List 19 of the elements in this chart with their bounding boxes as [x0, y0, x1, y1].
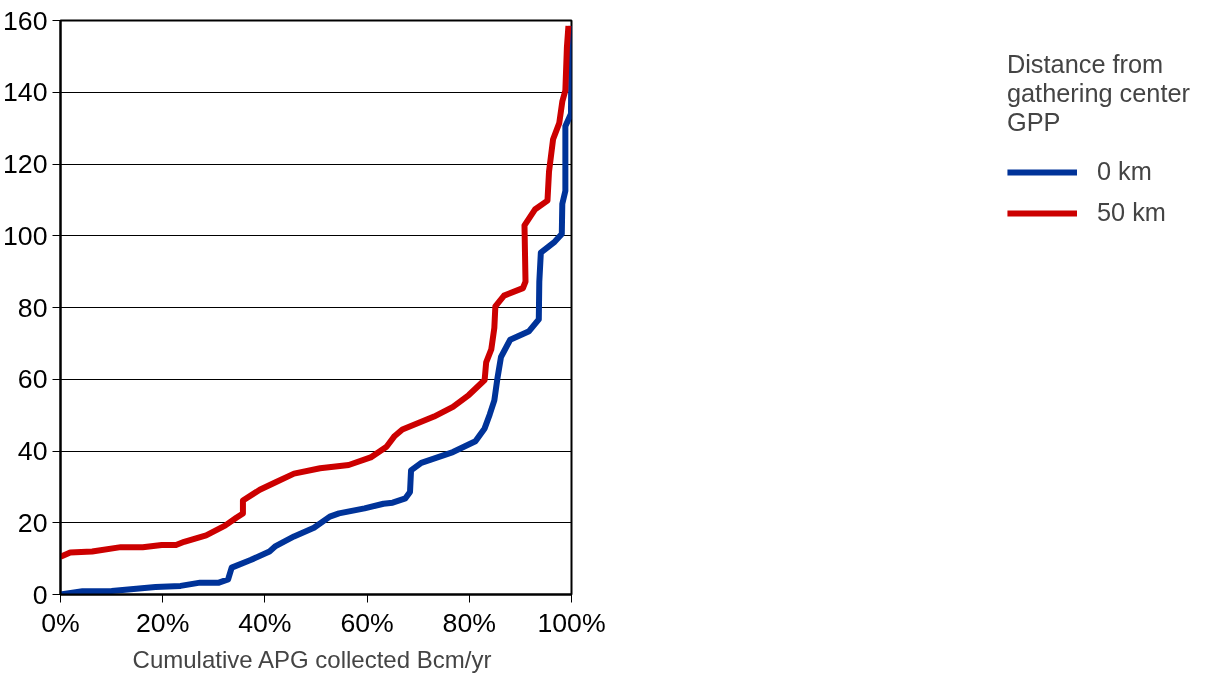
legend-label: 0 km — [1096, 157, 1152, 186]
x-tick-label: 0% — [41, 607, 80, 638]
y-tick-label: 140 — [3, 77, 48, 108]
x-tick-label: 100% — [537, 607, 606, 638]
y-tick-label: 20 — [17, 507, 48, 538]
y-tick-label: 120 — [3, 149, 48, 179]
y-tick-label: 80 — [17, 292, 48, 323]
x-tick-label: 60% — [340, 607, 394, 638]
legend-title: Distance from gathering center GPP — [1006, 50, 1190, 137]
y-tick-label: 0 — [32, 579, 48, 610]
y-tick-label: 160 — [3, 5, 48, 36]
legend-label: 50 km — [1096, 198, 1166, 227]
x-tick-label: 80% — [442, 607, 496, 638]
x-axis-title: Cumulative APG collected Bcm/yr — [132, 645, 492, 673]
y-tick-label: 40 — [17, 436, 48, 466]
x-tick-label: 40% — [238, 607, 292, 638]
y-tick-label: 100 — [3, 220, 48, 251]
x-tick-label: 20% — [136, 607, 190, 638]
y-tick-label: 60 — [17, 364, 48, 395]
